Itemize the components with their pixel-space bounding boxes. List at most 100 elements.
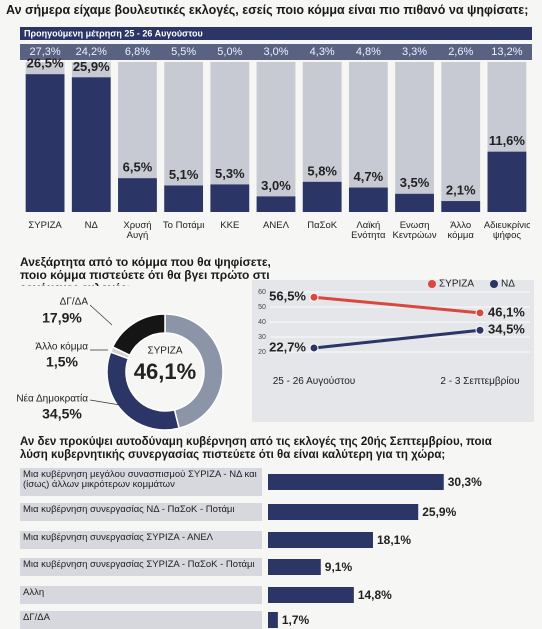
- category-label-box: Αλλη: [23, 588, 45, 598]
- bar: [441, 201, 481, 212]
- category-label-box: Χρυσή Αυγή: [123, 221, 152, 242]
- category-label-box: Μια κυβέρνηση συνεργασίας ΝΔ - ΠαΣοΚ - Π…: [23, 505, 235, 515]
- y-tick-label: 40: [258, 319, 266, 326]
- category-label: Ενωση Κεντρώων: [392, 221, 437, 242]
- category-label: Μια κυβέρνηση συνεργασίας ΣΥΡΙΖΑ - ΠαΣοΚ…: [23, 560, 255, 570]
- category-label-box: Μια κυβέρνηση μεγάλου συνασπισμού ΣΥΡΙΖΑ…: [23, 470, 257, 491]
- slice-value: 17,9%: [42, 310, 82, 326]
- category-label-box: ΠαΣοΚ: [307, 221, 338, 231]
- value-label: 25,9%: [422, 505, 456, 519]
- value-label: 14,8%: [358, 588, 392, 602]
- center-label: ΣΥΡΙΖΑ: [147, 346, 182, 357]
- label-bg: [20, 468, 262, 496]
- chart-title-box: Αν σήμερα είχαμε βουλευτικές εκλογές, εσ…: [6, 4, 528, 17]
- bar: [268, 532, 373, 548]
- bar: [256, 196, 296, 212]
- point: [475, 308, 485, 318]
- center-value: 46,1%: [134, 359, 196, 384]
- line: [313, 328, 481, 350]
- value-label: 3,0%: [261, 178, 291, 193]
- category-label-box: Το Ποτάμι: [163, 221, 204, 231]
- category-label: ΝΔ: [84, 221, 98, 231]
- point: [309, 292, 319, 302]
- value-label: 9,1%: [325, 560, 353, 574]
- bar: [25, 74, 65, 212]
- bar: [348, 187, 388, 212]
- value-label: 3,5%: [400, 175, 430, 190]
- x-tick-label-box: 25 - 26 Αυγούστου: [272, 376, 356, 387]
- value-label: 5,3%: [215, 166, 245, 181]
- previous-header-band: [20, 27, 532, 40]
- chart-title: Ανεξάρτητα από το κόμμα που θα ψηφίσετε,…: [20, 256, 270, 286]
- line: [313, 295, 481, 315]
- value-label: 22,7%: [269, 339, 306, 354]
- previous-value: 4,8%: [356, 46, 381, 58]
- y-tick-label: 30: [258, 334, 266, 341]
- category-label: Λαϊκή Ενότητα: [351, 221, 386, 242]
- category-label: Χρυσή Αυγή: [123, 221, 152, 242]
- previous-value: 2,6%: [448, 46, 473, 58]
- label-bg: [20, 503, 262, 521]
- x-tick-label-box: 2 - 3 Σεπτεμβρίου: [440, 376, 520, 387]
- category-label: ΔΓ/ΔΑ: [23, 613, 50, 623]
- bar: [487, 151, 527, 212]
- leader: [89, 399, 121, 406]
- category-label: Αλλη: [23, 588, 45, 598]
- x-tick-label: 25 - 26 Αυγούστου: [272, 376, 356, 387]
- bar: [118, 178, 157, 212]
- slice-label: Άλλο κόμμα: [35, 341, 88, 353]
- previous-value: 5,5%: [171, 46, 196, 58]
- chart-title-box: Ανεξάρτητα από το κόμμα που θα ψηφίσετε,…: [20, 256, 270, 286]
- donut-slice: [111, 313, 166, 357]
- value-label: 26,5%: [27, 56, 64, 71]
- value-label: 34,5%: [488, 322, 525, 337]
- value-label: 25,9%: [73, 59, 110, 74]
- legend-swatch: [428, 280, 436, 288]
- chart-title: Αν δεν προκύψει αυτοδύναμη κυβέρνηση από…: [20, 436, 492, 461]
- category-label: ΑΝΕΛ: [263, 221, 289, 231]
- category-label-box: ΚΚΕ: [220, 221, 239, 231]
- column-bg: [395, 62, 434, 212]
- value-label: 46,1%: [488, 304, 525, 319]
- previous-value: 3,3%: [402, 46, 427, 58]
- bar: [268, 612, 278, 628]
- category-label: Μια κυβέρνηση μεγάλου συνασπισμού ΣΥΡΙΖΑ…: [23, 470, 257, 491]
- point: [475, 325, 485, 335]
- bar: [268, 504, 419, 520]
- label-bg: [20, 586, 262, 604]
- y-tick-label: 50: [258, 304, 266, 311]
- previous-value: 27,3%: [29, 46, 60, 58]
- category-label: ΠαΣοΚ: [307, 221, 338, 231]
- bar: [268, 474, 444, 490]
- category-label-box: Μια κυβέρνηση συνεργασίας ΣΥΡΙΖΑ - ΠαΣοΚ…: [23, 560, 255, 570]
- category-label-box: ΑΝΕΛ: [263, 221, 289, 231]
- previous-value: 24,2%: [76, 46, 107, 58]
- previous-value: 4,3%: [310, 46, 335, 58]
- category-label: Μια κυβέρνηση συνεργασίας ΝΔ - ΠαΣοΚ - Π…: [23, 505, 235, 515]
- slice-value: 1,5%: [46, 354, 78, 370]
- label-bg: [20, 531, 262, 549]
- column-bg: [441, 62, 481, 212]
- legend-label: ΝΔ: [501, 279, 515, 290]
- bar: [268, 587, 354, 603]
- chart-title-box: Αν δεν προκύψει αυτοδύναμη κυβέρνηση από…: [20, 436, 492, 461]
- slice-label: Νέα Δημοκρατία: [16, 393, 88, 405]
- category-label: Αδιευκρίνιστη ψήφος: [483, 221, 530, 242]
- previous-value: 6,8%: [125, 46, 150, 58]
- bar: [302, 181, 342, 212]
- column-bg: [348, 62, 388, 212]
- category-label-box: Άλλο κόμμα: [448, 221, 474, 241]
- value-label: 11,6%: [489, 133, 526, 148]
- value-label: 2,1%: [446, 183, 476, 198]
- x-tick-label: 2 - 3 Σεπτεμβρίου: [440, 376, 520, 387]
- bar: [210, 184, 250, 212]
- category-label-box: Μια κυβέρνηση συνεργασίας ΣΥΡΙΖΑ - ΑΝΕΛ: [23, 533, 213, 543]
- point: [309, 343, 319, 353]
- category-label-box: ΣΥΡΙΖΑ: [28, 221, 62, 231]
- legend-swatch: [490, 280, 498, 288]
- donut-slice: [164, 313, 224, 430]
- value-label: 1,7%: [282, 613, 310, 627]
- category-label: ΣΥΡΙΖΑ: [28, 221, 62, 231]
- y-tick-label: 20: [258, 349, 266, 356]
